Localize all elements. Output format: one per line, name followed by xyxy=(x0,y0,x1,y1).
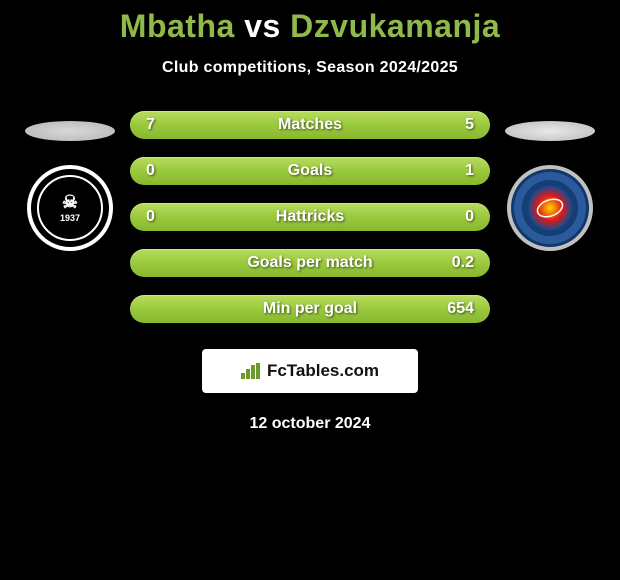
stat-matches-left: 7 xyxy=(146,116,176,134)
stat-goals-right: 1 xyxy=(444,162,474,180)
shadow-ellipse-left xyxy=(25,121,115,141)
content-row: ☠ 1937 7 Matches 5 0 Goals 1 0 Hattricks… xyxy=(0,107,620,323)
comparison-infographic: Mbatha vs Dzvukamanja Club competitions,… xyxy=(0,0,620,433)
stat-gpm-right: 0.2 xyxy=(444,254,474,272)
stat-goals-label: Goals xyxy=(288,162,332,180)
stat-bar-goals: 0 Goals 1 xyxy=(130,157,490,185)
page-title: Mbatha vs Dzvukamanja xyxy=(120,8,500,45)
stat-gpm-label: Goals per match xyxy=(247,254,372,272)
stats-column: 7 Matches 5 0 Goals 1 0 Hattricks 0 Goal… xyxy=(130,107,490,323)
skull-icon: ☠ xyxy=(62,193,78,211)
player-right-name: Dzvukamanja xyxy=(290,8,500,44)
footer-brand-text: FcTables.com xyxy=(267,361,379,381)
left-badge-column: ☠ 1937 xyxy=(10,107,130,251)
stat-matches-label: Matches xyxy=(278,116,342,134)
stat-goals-left: 0 xyxy=(146,162,176,180)
club-badge-left-inner: ☠ 1937 xyxy=(37,175,103,241)
player-left-name: Mbatha xyxy=(120,8,235,44)
stat-bar-gpm: Goals per match 0.2 xyxy=(130,249,490,277)
bar-chart-icon xyxy=(241,363,261,379)
stat-bar-mpg: Min per goal 654 xyxy=(130,295,490,323)
stat-hattricks-left: 0 xyxy=(146,208,176,226)
stat-mpg-label: Min per goal xyxy=(263,300,357,318)
club-badge-left: ☠ 1937 xyxy=(27,165,113,251)
club-badge-right-center xyxy=(528,186,572,230)
club-badge-right xyxy=(507,165,593,251)
stat-mpg-right: 654 xyxy=(444,300,474,318)
footer-brand-badge: FcTables.com xyxy=(202,349,418,393)
stat-matches-right: 5 xyxy=(444,116,474,134)
stat-hattricks-label: Hattricks xyxy=(276,208,344,226)
date-text: 12 october 2024 xyxy=(250,415,371,433)
club-left-year: 1937 xyxy=(60,213,80,223)
title-vs: vs xyxy=(244,8,281,44)
stat-bar-hattricks: 0 Hattricks 0 xyxy=(130,203,490,231)
stat-hattricks-right: 0 xyxy=(444,208,474,226)
subtitle: Club competitions, Season 2024/2025 xyxy=(162,59,458,77)
stat-bar-matches: 7 Matches 5 xyxy=(130,111,490,139)
shadow-ellipse-right xyxy=(505,121,595,141)
supersport-logo-icon xyxy=(535,193,565,223)
right-badge-column xyxy=(490,107,610,251)
